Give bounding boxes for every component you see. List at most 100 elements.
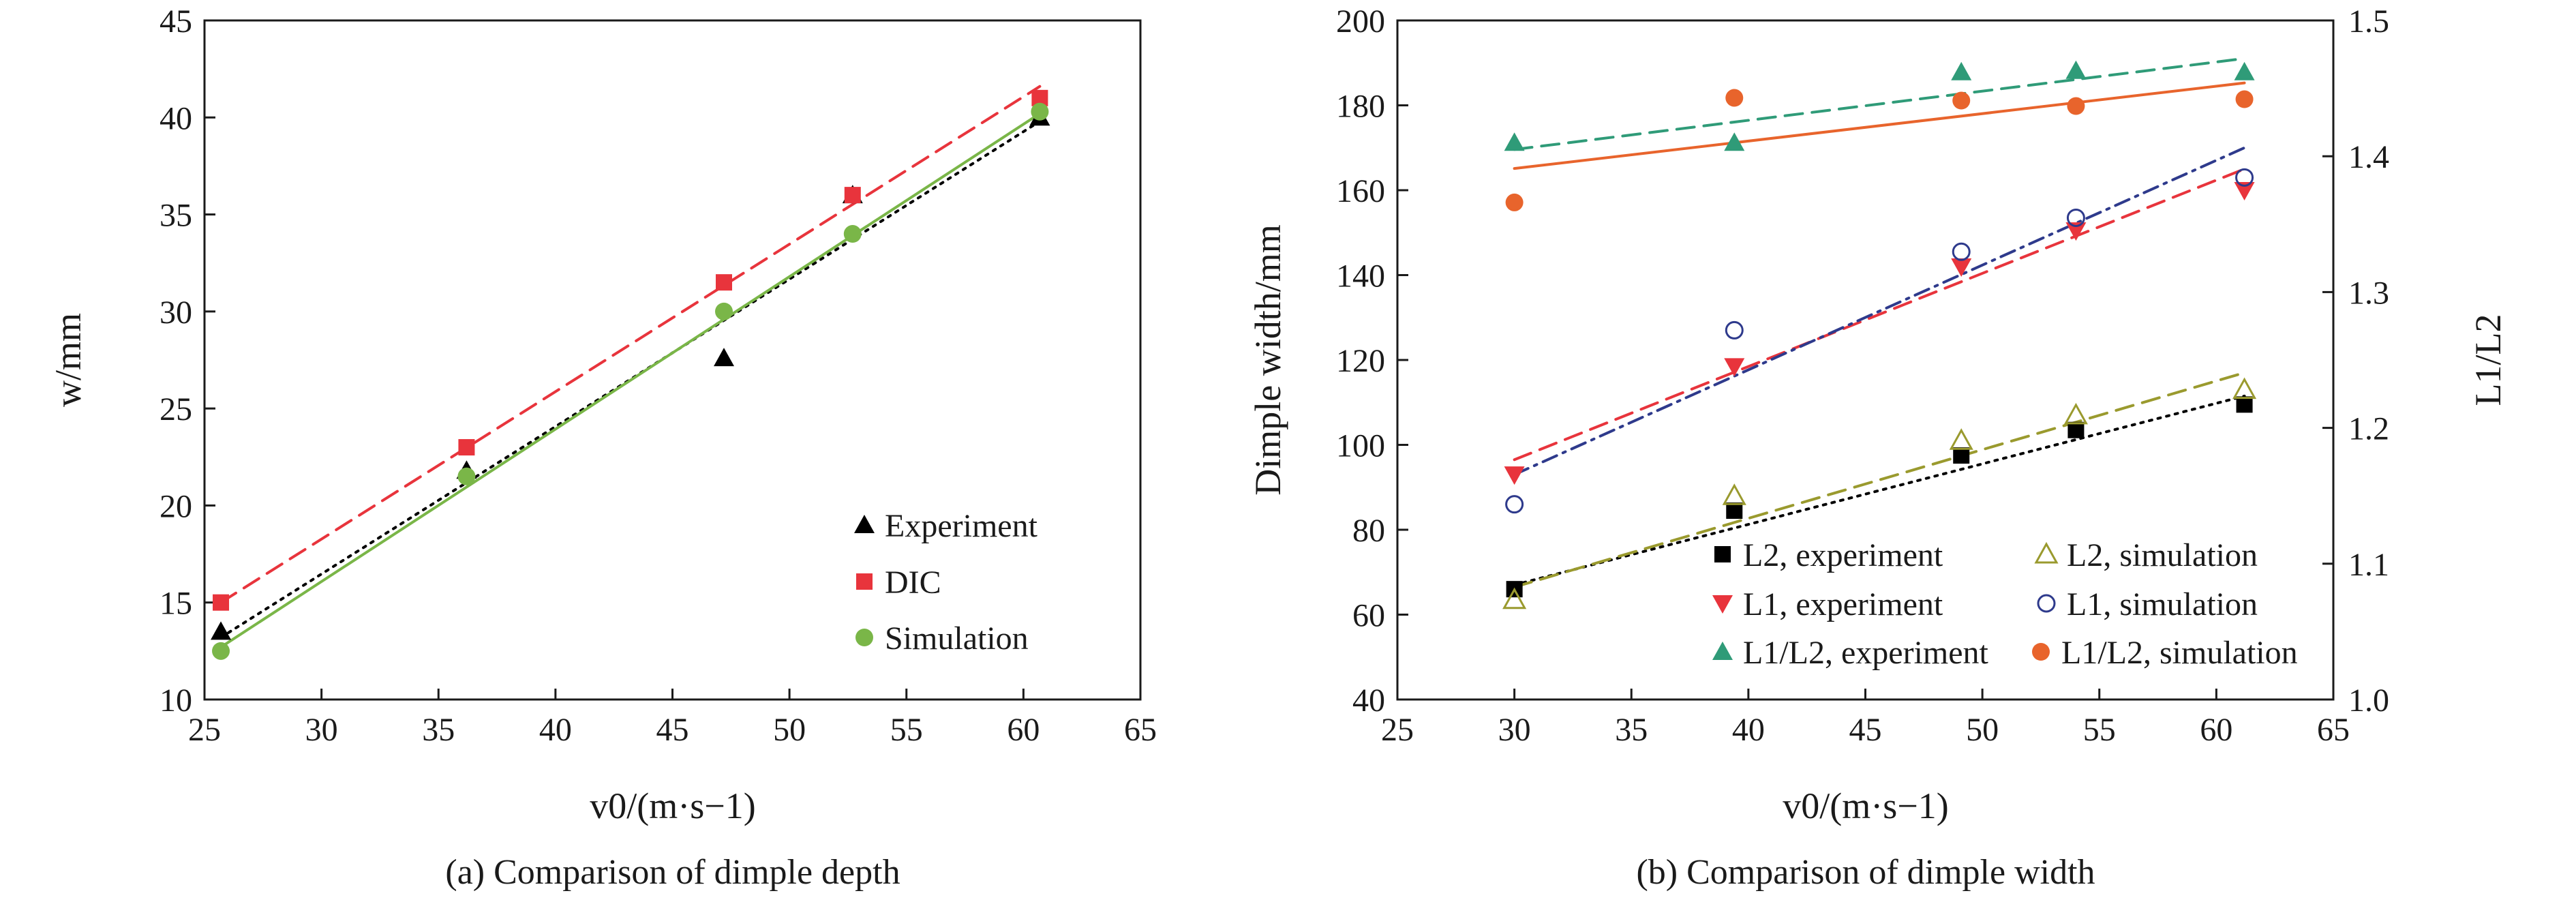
y-tick-label: 20 <box>160 488 192 524</box>
data-point <box>1952 242 1971 261</box>
x-tick-label: 50 <box>1966 712 1999 748</box>
y-tick-label: 80 <box>1352 513 1385 549</box>
x-tick-label: 45 <box>1849 712 1882 748</box>
x-tick-label: 60 <box>1007 712 1040 748</box>
data-point <box>211 621 232 640</box>
fit-line <box>1513 57 2246 151</box>
data-point <box>2065 60 2087 79</box>
data-point <box>2235 168 2254 187</box>
y-tick-label: 100 <box>1336 428 1385 464</box>
legend-label: Simulation <box>885 620 1029 657</box>
data-point <box>1952 91 1971 110</box>
data-point <box>2234 61 2255 80</box>
legend-marker <box>2032 643 2050 661</box>
y-tick-label: 30 <box>160 295 192 331</box>
data-point <box>2232 377 2257 400</box>
x-tick-label: 30 <box>305 712 338 748</box>
y-tick-label: 25 <box>160 391 192 427</box>
y-tick-label: 45 <box>160 3 192 40</box>
x-tick-label: 25 <box>1381 712 1414 748</box>
data-point <box>1504 132 1525 151</box>
data-point <box>715 302 733 320</box>
fit-line <box>1513 81 2246 170</box>
data-point <box>2235 90 2254 108</box>
legend-marker <box>1712 642 1733 660</box>
data-point <box>2063 402 2088 425</box>
data-point <box>457 467 476 485</box>
legend-label: L1/L2, simulation <box>2061 635 2298 671</box>
data-point <box>2065 222 2087 241</box>
chart-subtitle: (b) Comparison of dimple width <box>1636 853 2095 892</box>
legend: Experiment DIC Simulation <box>854 508 1038 657</box>
plot-frame <box>203 19 1142 701</box>
data-point <box>1726 502 1743 519</box>
y-tick-label: 40 <box>160 100 192 136</box>
chart-subtitle: (a) Comparison of dimple depth <box>445 853 900 892</box>
x-axis-label: v0/(m·s−1) <box>590 785 755 826</box>
data-point <box>1949 428 1973 450</box>
x-tick-label: 50 <box>773 712 806 748</box>
fit-line <box>1513 167 2246 462</box>
y-tick-label: 40 <box>1352 682 1385 719</box>
chart-dimple-depth: 25 30 35 40 45 50 55 60 65 10 15 20 25 30 35 40 45 Exper… <box>48 3 1157 892</box>
fit-line <box>219 112 1042 649</box>
x-tick-label: 40 <box>1732 712 1765 748</box>
data-point <box>1724 358 1745 377</box>
y-tick-label: 140 <box>1336 258 1385 295</box>
data-point <box>2067 421 2085 438</box>
legend-label: L2, experiment <box>1743 537 1943 573</box>
data-point <box>212 642 230 660</box>
y-tick-label: 60 <box>1352 598 1385 634</box>
x-tick-label: 60 <box>2200 712 2232 748</box>
data-point <box>1724 132 1745 151</box>
data-point <box>1953 447 1970 464</box>
data-point <box>1031 102 1049 121</box>
legend-label: L1, simulation <box>2067 586 2258 622</box>
fit-line <box>1513 146 2246 477</box>
x-tick-label: 45 <box>656 712 689 748</box>
legend-marker <box>2037 594 2056 613</box>
fit-line <box>1513 394 2246 586</box>
y-tick-label: 160 <box>1336 173 1385 209</box>
legend-marker <box>1714 546 1731 562</box>
y2-tick-label: 1.1 <box>2348 547 2389 583</box>
data-point <box>1725 89 1744 107</box>
data-point <box>1951 61 1972 80</box>
legend-marker <box>855 629 873 646</box>
legend-label: L1/L2, experiment <box>1743 635 1989 671</box>
legend-marker <box>1712 595 1733 614</box>
fit-lines <box>219 85 1042 649</box>
legend-label: L1, experiment <box>1743 586 1943 622</box>
fit-lines <box>1513 57 2246 589</box>
x-tick-label: 40 <box>539 712 572 748</box>
y-tick-label: 200 <box>1336 3 1385 40</box>
data-point <box>1951 258 1972 277</box>
y-tick-label: 180 <box>1336 89 1385 125</box>
data-point <box>1505 495 1524 514</box>
data-point <box>844 187 861 204</box>
data-point <box>843 225 862 243</box>
data-point <box>458 439 475 456</box>
data-point <box>1722 483 1746 505</box>
y2-tick-label: 1.2 <box>2348 411 2389 447</box>
x-tick-label: 30 <box>1498 712 1531 748</box>
data-markers <box>211 89 1050 660</box>
data-point <box>2236 396 2253 413</box>
y-axis-label: Dimple width/mm <box>1247 224 1288 496</box>
data-point <box>1725 320 1744 340</box>
chart-dimple-width: 25 30 35 40 45 50 55 60 65 40 60 80 100 120 140 160 180 2… <box>1247 3 2509 892</box>
legend-marker <box>856 573 873 590</box>
fit-line <box>219 85 1042 604</box>
y2-tick-label: 1.4 <box>2348 139 2389 175</box>
y2-tick-label: 1.3 <box>2348 275 2389 311</box>
fit-line <box>1513 371 2246 589</box>
x-axis-label: v0/(m·s−1) <box>1783 785 1948 826</box>
y2-tick-label: 1.5 <box>2348 3 2389 40</box>
legend-label: DIC <box>885 565 941 601</box>
legend-label: Experiment <box>885 508 1038 544</box>
x-tick-label: 25 <box>188 712 221 748</box>
legend-marker <box>2034 541 2059 564</box>
x-tick-label: 65 <box>2317 712 2350 748</box>
data-point <box>2234 182 2255 200</box>
legend: L2, experiment L2, simulation L1, experime… <box>1712 537 2298 671</box>
